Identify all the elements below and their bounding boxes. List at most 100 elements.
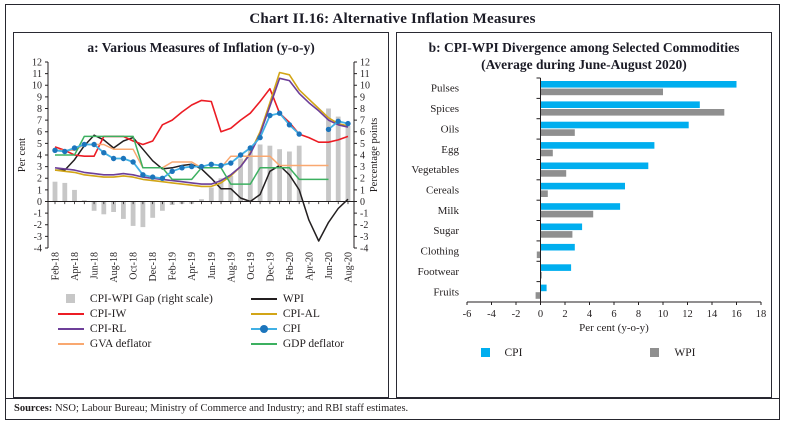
svg-text:16: 16: [731, 309, 742, 320]
svg-text:11: 11: [360, 69, 370, 80]
legend-label: CPI-WPI Gap (right scale): [89, 292, 213, 305]
svg-text:0: 0: [360, 197, 365, 208]
legend-item-gva-deflator: GVA deflator: [57, 338, 213, 350]
svg-text:6: 6: [611, 309, 616, 320]
legend-label: CPI-IW: [89, 307, 127, 320]
svg-text:-2: -2: [34, 220, 42, 231]
series-line-gva-deflator: [55, 143, 329, 169]
panel-b-legend: CPI WPI: [473, 347, 696, 359]
bar-cpi-fruits: [540, 284, 547, 291]
svg-text:5: 5: [360, 139, 365, 150]
svg-text:12: 12: [360, 57, 370, 68]
svg-text:Dec-18: Dec-18: [148, 252, 159, 281]
svg-text:12: 12: [32, 57, 42, 68]
panels-row: a: Various Measures of Inflation (y-o-y)…: [6, 32, 779, 398]
svg-text:-2: -2: [512, 309, 521, 320]
category-label-fruits: Fruits: [433, 286, 459, 298]
series-line-cpi-al: [54, 71, 349, 188]
svg-text:Aug-20: Aug-20: [344, 252, 355, 283]
svg-text:-4: -4: [360, 243, 368, 254]
svg-text:10: 10: [658, 309, 669, 320]
svg-text:10: 10: [360, 81, 370, 92]
svg-text:Apr-18: Apr-18: [70, 252, 81, 281]
panel-a-legend: CPI-WPI Gap (right scale) WPI CPI-IW CPI-AL…: [57, 292, 344, 350]
svg-text:3: 3: [37, 162, 42, 173]
category-label-footwear: Footwear: [417, 266, 459, 278]
legend-item-wpi: WPI: [642, 346, 696, 359]
series-line-cpi-rl: [54, 77, 349, 185]
left-axis-title: Per cent: [17, 138, 28, 172]
bar-cpi-clothing: [540, 243, 575, 251]
bar-cpi-sugar: [540, 223, 583, 230]
panel-b: b: CPI-WPI Divergence among Selected Com…: [396, 32, 772, 398]
category-label-spices: Spices: [430, 103, 459, 115]
svg-text:-6: -6: [463, 309, 472, 320]
bar-wpi-cereals: [540, 190, 548, 197]
cpi-swatch: [480, 348, 490, 358]
category-label-oils: Oils: [441, 123, 459, 135]
category-label-milk: Milk: [438, 205, 460, 217]
sources-label: Sources:: [14, 403, 53, 414]
svg-text:9: 9: [37, 92, 42, 103]
cpi-iw-swatch: [57, 312, 84, 315]
svg-text:-3: -3: [360, 232, 368, 243]
svg-text:Feb-18: Feb-18: [51, 252, 62, 280]
legend-item-gdp-deflator: GDP deflator: [250, 338, 344, 350]
figure-container: Chart II.16: Alternative Inflation Measu…: [5, 4, 780, 420]
svg-text:-2: -2: [360, 220, 368, 231]
svg-text:11: 11: [32, 69, 42, 80]
svg-text:9: 9: [360, 92, 365, 103]
legend-label: CPI-RL: [89, 322, 127, 335]
svg-text:-1: -1: [34, 208, 42, 219]
svg-text:0: 0: [37, 197, 42, 208]
svg-text:4: 4: [360, 150, 365, 161]
legend-item-cpi-wpi-gap-(right-scale): CPI-WPI Gap (right scale): [58, 293, 213, 305]
bar-wpi-egg: [540, 149, 553, 157]
cpi-rl-swatch: [57, 327, 84, 330]
bar-wpi-oils: [540, 129, 575, 136]
wpi-swatch: [650, 348, 660, 358]
category-label-clothing: Clothing: [420, 245, 459, 257]
svg-text:Oct-19: Oct-19: [246, 252, 257, 280]
svg-text:Dec-19: Dec-19: [265, 252, 276, 281]
panel-b-title: b: CPI-WPI Divergence among Selected Com…: [429, 33, 740, 74]
svg-text:Oct-18: Oct-18: [129, 252, 140, 280]
svg-text:4: 4: [37, 150, 42, 161]
svg-text:7: 7: [37, 115, 42, 126]
svg-text:7: 7: [360, 115, 365, 126]
category-label-cereals: Cereals: [426, 184, 459, 196]
legend-item-cpi-al: CPI-AL: [250, 307, 344, 320]
svg-text:Feb-20: Feb-20: [285, 252, 296, 280]
bar-wpi-fruits: [535, 291, 541, 299]
svg-text:6: 6: [37, 127, 42, 138]
svg-text:1: 1: [37, 185, 42, 196]
legend-item-cpi-rl: CPI-RL: [57, 322, 213, 335]
svg-text:8: 8: [37, 104, 42, 115]
series-line-wpi: [55, 134, 349, 242]
category-label-pulses: Pulses: [431, 82, 459, 94]
bar-wpi-spices: [540, 108, 725, 116]
svg-text:4: 4: [587, 309, 593, 320]
series-markers-cpi: [52, 110, 351, 181]
legend-label-wpi: WPI: [674, 346, 696, 359]
svg-text:5: 5: [37, 139, 42, 150]
svg-text:Jun-20: Jun-20: [324, 252, 335, 279]
legend-label: WPI: [282, 292, 304, 305]
category-label-egg: Egg: [441, 144, 459, 156]
bar-wpi-milk: [540, 210, 594, 218]
bar-cpi-vegetables: [540, 162, 649, 169]
bar-cpi-footwear: [540, 264, 572, 271]
svg-text:2: 2: [562, 309, 567, 320]
legend-label: CPI-AL: [282, 307, 320, 320]
legend-item-cpi: CPI: [473, 347, 522, 359]
svg-text:-3: -3: [34, 232, 42, 243]
svg-text:2: 2: [360, 174, 365, 185]
panel-b-title-line1: b: CPI-WPI Divergence among Selected Com…: [428, 40, 740, 55]
svg-text:2: 2: [37, 174, 42, 185]
svg-text:14: 14: [707, 309, 718, 320]
panel-a: a: Various Measures of Inflation (y-o-y)…: [13, 32, 389, 398]
bar-wpi-clothing: [536, 251, 541, 258]
legend-item-cpi-iw: CPI-IW: [57, 307, 213, 320]
bar-wpi-footwear: [540, 271, 542, 279]
bar-cpi-milk: [540, 202, 621, 210]
